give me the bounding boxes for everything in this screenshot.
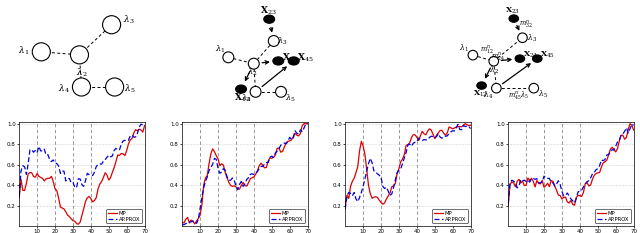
Text: $\mathbf{X}_{45}$: $\mathbf{X}_{45}$ (297, 51, 314, 64)
Text: $\mathbf{X}_{24}$: $\mathbf{X}_{24}$ (282, 51, 298, 64)
Text: $\lambda_3$: $\lambda_3$ (527, 33, 537, 44)
Circle shape (276, 86, 287, 97)
Text: $\mathbf{X}_{24}$: $\mathbf{X}_{24}$ (523, 50, 538, 60)
Text: $m_{24}^n$: $m_{24}^n$ (491, 50, 505, 62)
Circle shape (102, 16, 121, 34)
Legend: MP, AP.PROX: MP, AP.PROX (595, 209, 631, 223)
Text: $\lambda_2$: $\lambda_2$ (76, 67, 87, 79)
Circle shape (248, 58, 259, 69)
Text: $\lambda_4$: $\lambda_4$ (483, 89, 493, 101)
Text: $\mathbf{X}_{12}$: $\mathbf{X}_{12}$ (473, 89, 488, 99)
Circle shape (268, 35, 279, 46)
Text: $\lambda_4$: $\lambda_4$ (58, 83, 70, 95)
Circle shape (492, 83, 501, 93)
Circle shape (468, 50, 477, 60)
Circle shape (518, 33, 527, 42)
Text: $\lambda_4$: $\lambda_4$ (241, 93, 252, 104)
Text: $\lambda_5$: $\lambda_5$ (285, 93, 296, 104)
Ellipse shape (477, 82, 486, 89)
Text: $\lambda_2$: $\lambda_2$ (246, 67, 257, 78)
Text: $\mathbf{X}_{45}$: $\mathbf{X}_{45}$ (540, 50, 555, 60)
Text: $\lambda_5$: $\lambda_5$ (124, 83, 136, 95)
Ellipse shape (532, 55, 542, 62)
Text: $\lambda_1$: $\lambda_1$ (460, 43, 469, 54)
Legend: MP, AP.PROX: MP, AP.PROX (269, 209, 305, 223)
Text: $\mathbf{X}_{12}$: $\mathbf{X}_{12}$ (234, 92, 250, 104)
Circle shape (529, 83, 539, 93)
Ellipse shape (264, 15, 275, 23)
Text: $\lambda_1$: $\lambda_1$ (17, 45, 29, 57)
Text: $m_{45}^n\lambda_5$: $m_{45}^n\lambda_5$ (508, 90, 529, 102)
Ellipse shape (515, 55, 525, 62)
Legend: MP, AP.PROX: MP, AP.PROX (432, 209, 468, 223)
Text: $\mathbf{X}_{23}$: $\mathbf{X}_{23}$ (506, 6, 520, 16)
Legend: MP, AP.PROX: MP, AP.PROX (106, 209, 142, 223)
Ellipse shape (509, 15, 518, 22)
Ellipse shape (273, 57, 284, 65)
Circle shape (72, 78, 90, 96)
Ellipse shape (288, 57, 299, 65)
Text: $m_{12}^n$: $m_{12}^n$ (480, 44, 493, 56)
Text: $\lambda_3$: $\lambda_3$ (277, 36, 288, 48)
Text: $\mathbf{X}_{23}$: $\mathbf{X}_{23}$ (260, 5, 276, 17)
Text: $m_{32}^n$: $m_{32}^n$ (519, 19, 533, 31)
Text: $\lambda_3$: $\lambda_3$ (123, 14, 134, 26)
Text: $\lambda_2$: $\lambda_2$ (489, 64, 499, 75)
Circle shape (250, 86, 261, 97)
Circle shape (32, 43, 51, 61)
Circle shape (106, 78, 124, 96)
Text: $\lambda_5$: $\lambda_5$ (538, 89, 548, 100)
Circle shape (223, 52, 234, 63)
Ellipse shape (236, 85, 246, 93)
Circle shape (489, 56, 499, 66)
Text: $\lambda_1$: $\lambda_1$ (215, 44, 225, 55)
Circle shape (70, 46, 88, 64)
